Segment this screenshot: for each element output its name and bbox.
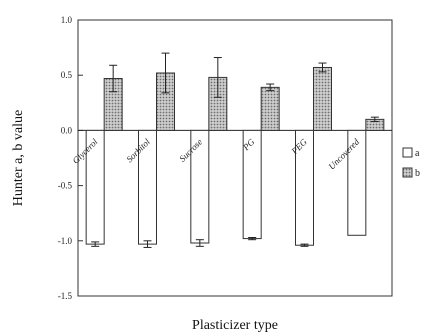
category-labels: Glycerol Sorbitol Sucrose PG PEG Uncovered [70, 136, 361, 171]
error-bar [248, 236, 257, 241]
bars [85, 52, 385, 248]
y-axis-title: Hunter a, b value [11, 110, 26, 206]
legend-item-a: a [402, 147, 420, 159]
legend-label: a [415, 148, 420, 159]
legend: ab [402, 147, 420, 179]
legend-swatch [402, 167, 413, 178]
error-bar [318, 62, 327, 73]
y-tick-label: 0.5 [61, 70, 73, 80]
y-tick-label: -1.5 [58, 291, 73, 301]
error-bar [195, 239, 204, 247]
x-axis-title: Plasticizer type [192, 318, 278, 333]
y-tick-label: -1.0 [58, 236, 73, 246]
error-bar [266, 83, 275, 92]
error-bar [91, 241, 100, 247]
bar-b-pg [260, 86, 280, 131]
error-bar [143, 240, 152, 248]
error-bar [300, 243, 309, 247]
error-bar [109, 64, 118, 93]
legend-item-b: b [402, 167, 420, 179]
error-bar [213, 57, 222, 98]
error-bar [370, 116, 379, 123]
plot-frame [77, 19, 393, 297]
plot-area [77, 19, 393, 297]
bar-a-uncovered [347, 129, 367, 236]
error-bar [161, 52, 170, 94]
bar-b-peg [313, 66, 332, 131]
y-tick-label: -0.5 [58, 181, 73, 191]
y-tick-label: 0.0 [61, 125, 73, 135]
legend-swatch [402, 147, 413, 158]
y-tick-label: 1.0 [61, 15, 73, 25]
legend-label: b [415, 168, 420, 179]
